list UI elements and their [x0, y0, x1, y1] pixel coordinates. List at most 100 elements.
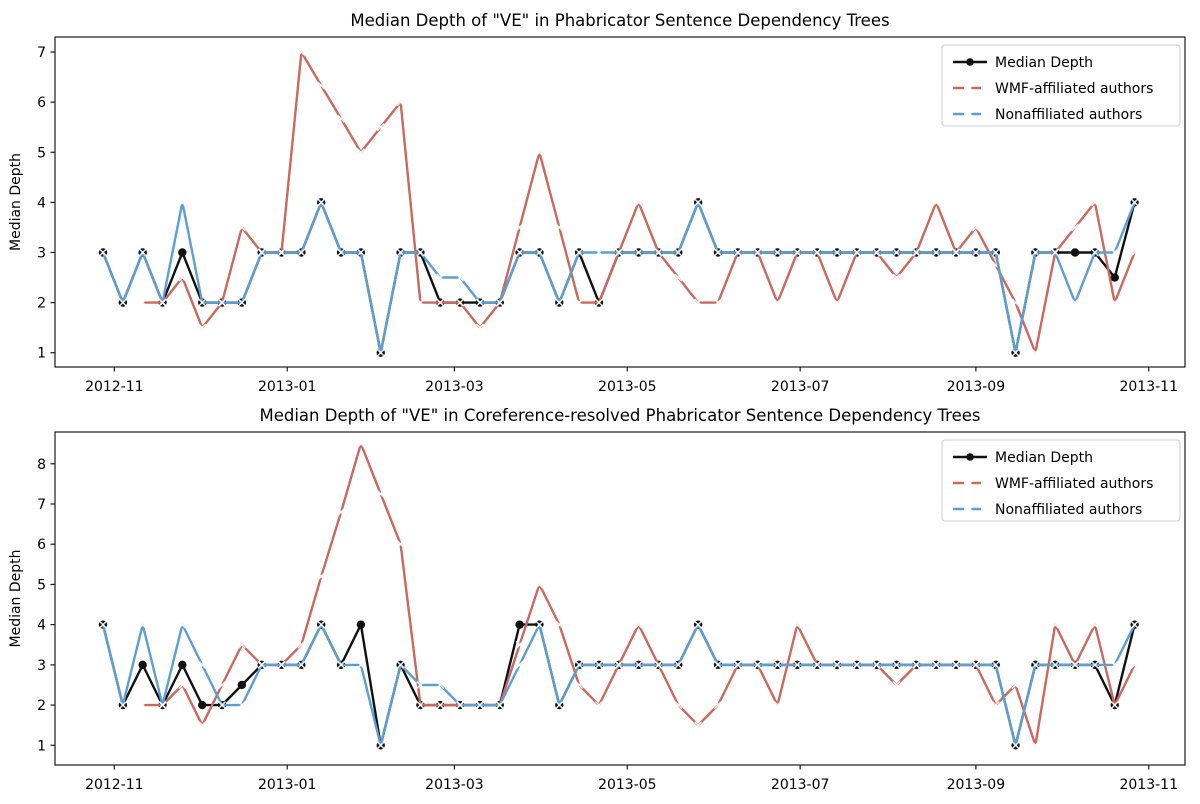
- marker-x-icon: [178, 198, 187, 207]
- marker-x-icon: [198, 298, 206, 307]
- marker-x-icon: [734, 248, 742, 257]
- y-axis-label: Median Depth: [8, 153, 24, 251]
- legend-label: Median Depth: [995, 55, 1093, 71]
- marker-x-icon: [813, 661, 821, 669]
- marker-x-icon: [198, 323, 206, 332]
- x-tick-label: 2013-03: [425, 777, 484, 793]
- y-tick-label: 4: [37, 618, 46, 634]
- marker-x-icon: [694, 298, 702, 307]
- marker-x-icon: [575, 248, 583, 257]
- y-tick-label: 2: [37, 296, 46, 312]
- marker-x-icon: [218, 681, 226, 689]
- marker-x-icon: [476, 323, 484, 332]
- marker-x-icon: [515, 223, 524, 232]
- marker-dot: [138, 660, 147, 670]
- marker-dot: [178, 660, 187, 670]
- marker-x-icon: [138, 701, 147, 709]
- marker-x-icon: [595, 298, 603, 307]
- legend-x-icon: [966, 505, 974, 513]
- marker-x-icon: [1091, 661, 1099, 669]
- y-tick-label: 3: [37, 245, 46, 261]
- marker-x-icon: [853, 661, 861, 669]
- marker-x-icon: [694, 198, 702, 207]
- marker-x-icon: [337, 508, 345, 516]
- marker-x-icon: [872, 661, 881, 669]
- marker-x-icon: [158, 701, 167, 709]
- marker-x-icon: [654, 661, 663, 669]
- y-axis-label: Median Depth: [8, 549, 24, 647]
- marker-x-icon: [991, 701, 1000, 709]
- marker-x-icon: [396, 540, 405, 549]
- marker-x-icon: [972, 661, 980, 669]
- marker-x-icon: [317, 620, 326, 629]
- y-tick-label: 7: [37, 497, 46, 513]
- marker-x-icon: [376, 348, 385, 357]
- marker-x-icon: [1011, 348, 1020, 357]
- x-tick-label: 2013-09: [947, 379, 1006, 395]
- marker-x-icon: [357, 148, 365, 157]
- marker-x-icon: [555, 298, 564, 307]
- marker-x-icon: [297, 640, 306, 649]
- x-tick-label: 2013-05: [598, 379, 657, 395]
- marker-x-icon: [1110, 248, 1119, 257]
- marker-x-icon: [1091, 620, 1099, 629]
- marker-x-icon: [1071, 661, 1079, 669]
- marker-x-icon: [1031, 348, 1040, 357]
- marker-x-icon: [178, 620, 187, 629]
- marker-x-icon: [595, 701, 603, 709]
- marker-dot: [197, 700, 207, 710]
- marker-x-icon: [614, 661, 623, 669]
- marker-x-icon: [416, 298, 425, 307]
- y-tick-label: 7: [37, 45, 46, 61]
- marker-x-icon: [99, 248, 107, 257]
- marker-x-icon: [396, 98, 405, 106]
- marker-dot: [237, 680, 247, 690]
- marker-x-icon: [634, 620, 643, 629]
- marker-x-icon: [297, 48, 306, 56]
- marker-x-icon: [932, 198, 940, 207]
- marker-x-icon: [833, 248, 841, 257]
- marker-x-icon: [694, 721, 702, 729]
- marker-x-icon: [1130, 198, 1139, 207]
- y-tick-label: 3: [37, 658, 46, 674]
- marker-x-icon: [456, 701, 464, 709]
- marker-x-icon: [198, 661, 206, 669]
- marker-x-icon: [654, 248, 663, 257]
- marker-x-icon: [634, 248, 643, 257]
- marker-x-icon: [1011, 741, 1020, 750]
- marker-x-icon: [674, 661, 683, 669]
- marker-x-icon: [833, 661, 841, 669]
- marker-x-icon: [892, 273, 901, 282]
- marker-x-icon: [991, 661, 1000, 669]
- marker-x-icon: [396, 661, 405, 669]
- marker-x-icon: [892, 248, 901, 257]
- marker-x-icon: [317, 572, 326, 581]
- marker-x-icon: [257, 661, 266, 669]
- x-tick-label: 2013-01: [258, 777, 317, 793]
- marker-x-icon: [1011, 681, 1020, 689]
- legend-dot-icon: [966, 58, 974, 66]
- y-tick-label: 1: [37, 738, 46, 754]
- marker-x-icon: [614, 248, 623, 257]
- marker-x-icon: [337, 248, 345, 257]
- marker-x-icon: [515, 661, 524, 669]
- legend-label: Median Depth: [995, 450, 1093, 466]
- marker-x-icon: [357, 248, 365, 257]
- x-tick-label: 2013-01: [258, 379, 317, 395]
- y-tick-label: 2: [37, 698, 46, 714]
- y-tick-label: 5: [37, 145, 46, 161]
- marker-x-icon: [793, 620, 802, 629]
- marker-x-icon: [396, 248, 405, 257]
- y-tick-label: 1: [37, 346, 46, 362]
- marker-x-icon: [912, 248, 921, 257]
- marker-x-icon: [1051, 620, 1060, 629]
- marker-x-icon: [714, 701, 722, 709]
- marker-x-icon: [436, 681, 445, 689]
- x-tick-label: 2013-11: [1119, 379, 1178, 395]
- y-tick-label: 4: [37, 195, 46, 211]
- legend-box: [941, 44, 1181, 127]
- marker-x-icon: [535, 580, 544, 589]
- marker-x-icon: [238, 701, 246, 709]
